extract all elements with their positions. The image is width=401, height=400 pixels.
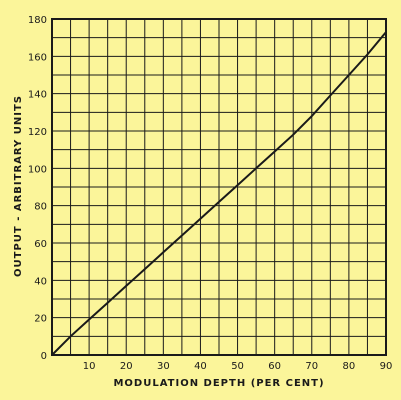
- x-tick-label: 20: [120, 361, 133, 372]
- y-tick-label: 160: [28, 52, 47, 63]
- x-tick-label: 50: [231, 361, 244, 372]
- y-tick-label: 140: [28, 90, 47, 101]
- x-tick-label: 40: [194, 361, 207, 372]
- x-tick-label: 60: [268, 361, 281, 372]
- x-tick-label: 90: [380, 361, 393, 372]
- x-tick-label: 30: [157, 361, 170, 372]
- x-tick-label: 10: [83, 361, 96, 372]
- plot-frame: [51, 18, 387, 356]
- y-tick-label: 180: [28, 15, 47, 26]
- y-tick-label: 60: [34, 239, 47, 250]
- y-tick-label: 120: [28, 127, 47, 138]
- series-line: [51, 31, 387, 356]
- x-tick-labels: 10 20 30 40 50 60 70 80 90: [83, 361, 393, 372]
- y-axis-title: OUTPUT - ARBITRARY UNITS: [13, 95, 24, 277]
- grid: [52, 19, 386, 355]
- y-tick-labels: 0 20 40 60 80 100 120 140 160 180: [28, 15, 47, 362]
- y-tick-label: 80: [34, 202, 47, 213]
- x-axis-title: MODULATION DEPTH (PER CENT): [113, 378, 324, 389]
- y-tick-label: 0: [41, 351, 47, 362]
- y-tick-label: 20: [34, 314, 47, 325]
- x-tick-label: 70: [305, 361, 318, 372]
- y-tick-label: 100: [28, 164, 47, 175]
- x-tick-label: 80: [343, 361, 356, 372]
- y-tick-label: 40: [34, 276, 47, 287]
